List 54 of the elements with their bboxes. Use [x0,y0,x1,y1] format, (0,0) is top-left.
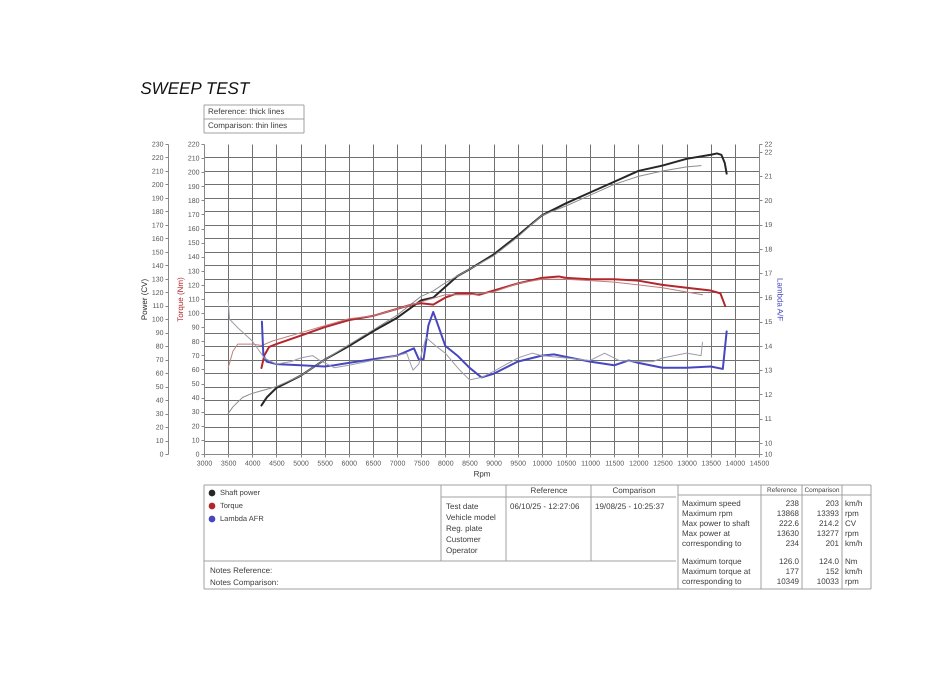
text: rpm [845,529,860,538]
text: 203 [826,499,840,508]
text: 19/08/25 - 10:25:37 [595,502,665,511]
text: 13868 [776,509,800,518]
text: Nm [845,557,858,566]
text: 222.6 [778,519,800,528]
text: Vehicle model [446,513,496,522]
text: Reference: thick lines [208,107,284,116]
x-axis-title: Rpm [474,470,491,478]
text: Customer [446,535,482,544]
text: Operator [446,546,478,555]
text: rpm [845,509,860,518]
text: km/h [845,567,862,576]
text: Test date [446,502,480,511]
text: Notes Reference: [210,566,272,575]
text: 234 [786,539,800,548]
text: Notes Comparison: [210,578,278,587]
text: 152 [826,567,840,576]
line-series [260,152,728,406]
text: Max power to shaft [682,519,750,528]
y-axis-title: Power (CV) [140,278,149,320]
line-series [228,299,704,380]
text: 10033 [816,577,840,586]
y3-axis-title: Lambda A/F [775,278,784,322]
text: Max power at [682,529,731,538]
text: Comparison [612,486,656,495]
text: 238 [786,499,800,508]
text: 13277 [816,529,840,538]
text: Maximum speed [682,499,741,508]
text: 06/10/25 - 12:27:06 [510,502,580,511]
text: 201 [826,539,840,548]
text: km/h [845,499,862,508]
text: Maximum rpm [682,509,734,518]
text: 10349 [776,577,800,586]
text: Comparison: thin lines [208,121,288,130]
text: 126.0 [778,557,800,566]
text: km/h [845,539,862,548]
text: rpm [845,577,860,586]
line-series [260,310,728,378]
text: Reg. plate [446,524,484,533]
text: CV [845,519,857,528]
text: Reference [530,486,568,495]
line-series [228,165,702,414]
text: 13393 [816,509,840,518]
text: Maximum torque at [682,567,752,576]
y2-axis-title: Torque (Nm) [176,276,185,322]
text: corresponding to [682,539,742,548]
text: 13630 [776,529,800,538]
text: Maximum torque [682,557,742,566]
text: 177 [786,567,800,576]
chart-title: SWEEP TEST [140,79,251,98]
text: 124.0 [818,557,840,566]
text: 214.2 [818,519,840,528]
text: corresponding to [682,577,742,586]
